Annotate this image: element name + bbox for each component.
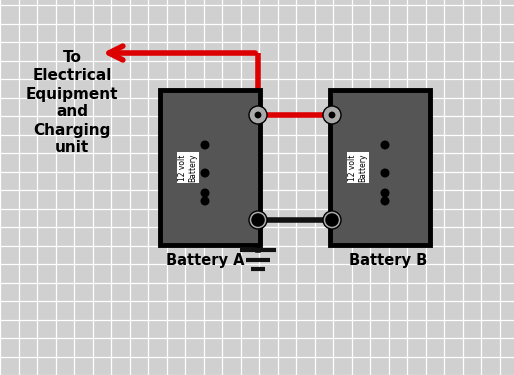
Text: 12 volt
Battery: 12 volt Battery xyxy=(348,153,368,182)
Circle shape xyxy=(200,141,210,150)
Circle shape xyxy=(200,196,210,206)
Circle shape xyxy=(251,213,265,227)
Circle shape xyxy=(325,213,339,227)
Bar xyxy=(160,90,260,245)
Circle shape xyxy=(200,168,210,177)
Circle shape xyxy=(328,112,336,118)
Circle shape xyxy=(249,211,267,229)
Text: 12 volt
Battery: 12 volt Battery xyxy=(178,153,198,182)
Circle shape xyxy=(380,196,390,206)
Text: Battery B: Battery B xyxy=(349,253,427,268)
Text: To
Electrical
Equipment
and
Charging
unit: To Electrical Equipment and Charging uni… xyxy=(26,51,118,156)
Bar xyxy=(330,90,430,245)
Circle shape xyxy=(380,168,390,177)
Circle shape xyxy=(200,189,210,198)
Circle shape xyxy=(323,211,341,229)
Circle shape xyxy=(380,141,390,150)
Circle shape xyxy=(254,112,262,118)
Circle shape xyxy=(380,189,390,198)
Circle shape xyxy=(249,106,267,124)
Text: Battery A: Battery A xyxy=(166,253,244,268)
Circle shape xyxy=(323,106,341,124)
